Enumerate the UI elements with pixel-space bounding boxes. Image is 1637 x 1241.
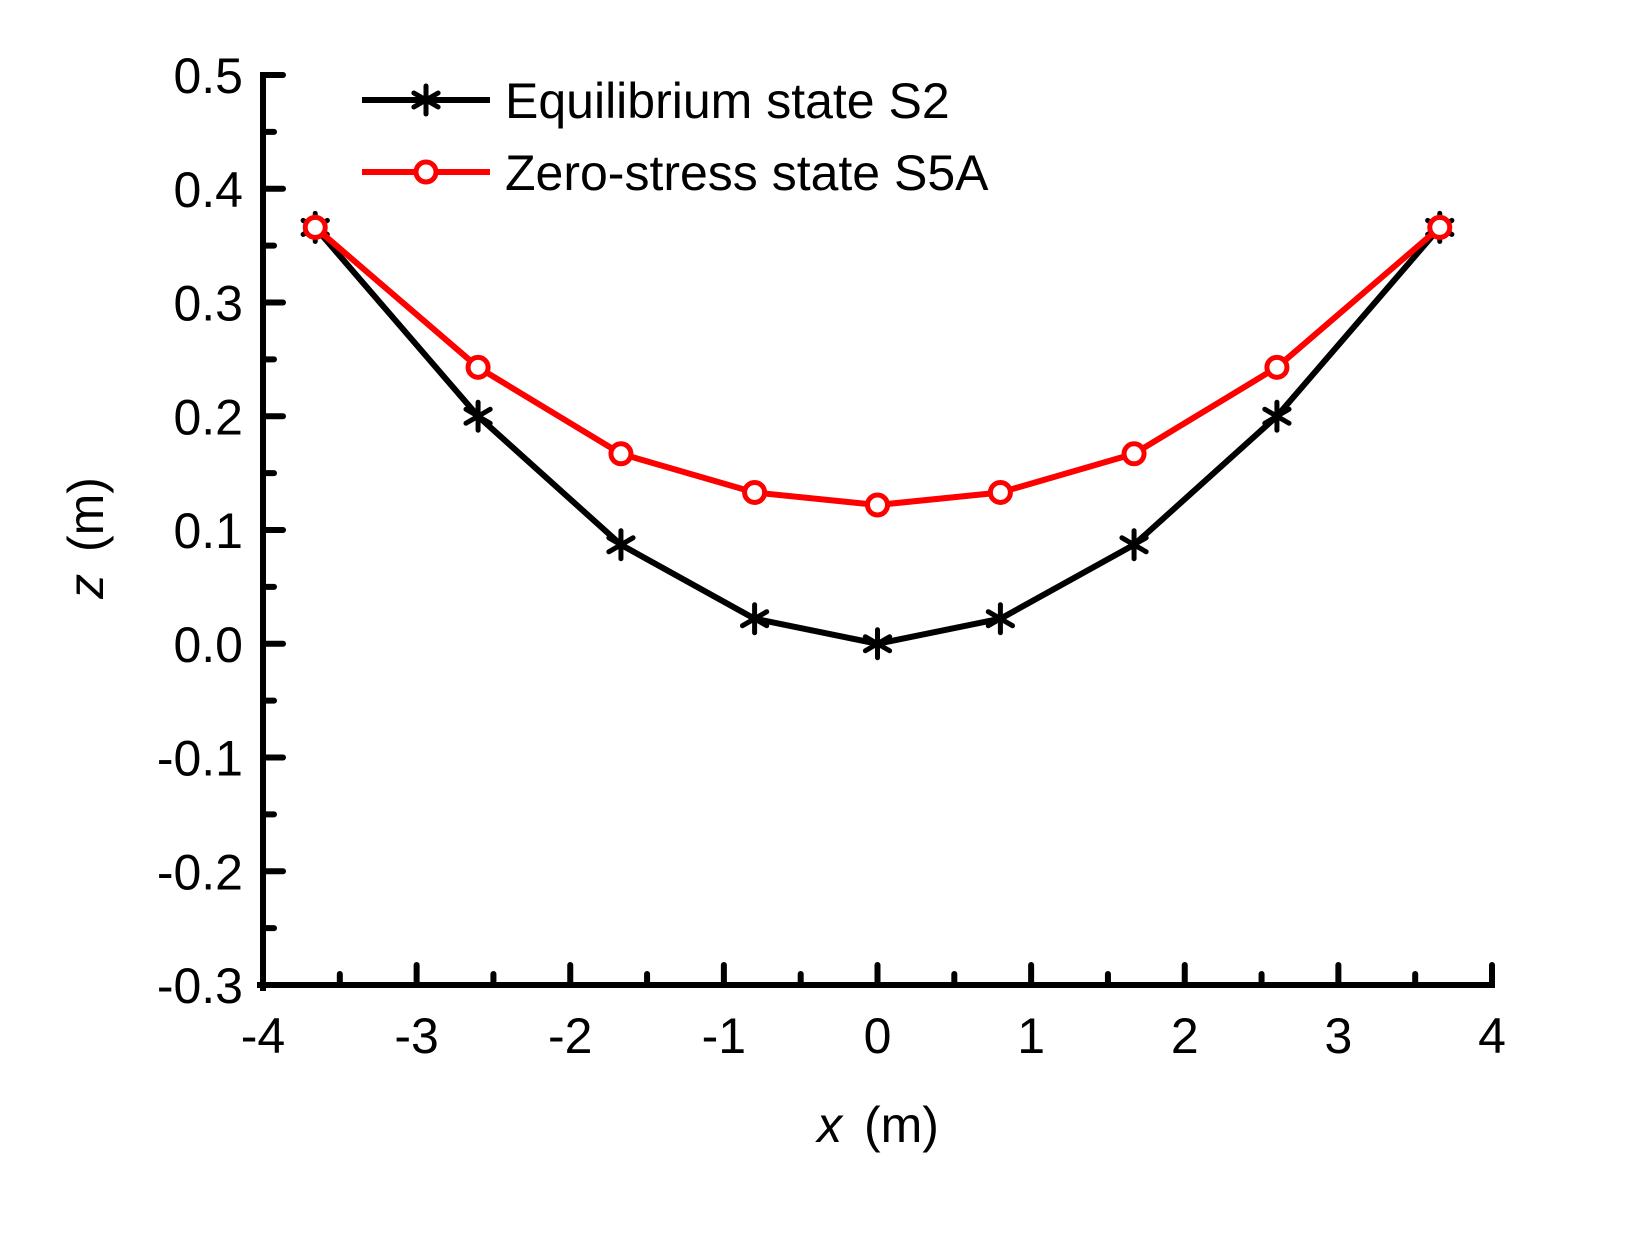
- data-point-circle: [742, 479, 768, 505]
- y-tick-label: -0.2: [157, 844, 243, 900]
- y-tick-label: -0.3: [157, 958, 243, 1014]
- y-tick-label: 0.4: [173, 162, 243, 218]
- data-point-circle: [865, 492, 890, 518]
- y-axis-var: z: [58, 574, 114, 600]
- svg-text:x (m): x (m): [815, 1097, 939, 1153]
- legend: Equilibrium state S2 Zero-stress state S…: [362, 73, 989, 201]
- data-point-asterisk: [606, 528, 636, 562]
- x-tick-label: -2: [548, 1008, 592, 1064]
- legend-marker-asterisk-icon: [411, 83, 441, 117]
- y-tick-label: 0.3: [173, 276, 243, 332]
- y-axis-unit: (m): [58, 477, 114, 552]
- x-axis-unit: (m): [864, 1097, 939, 1153]
- series-layer: [300, 210, 1455, 661]
- y-axis-title: z (m): [58, 477, 114, 600]
- data-point-circle: [1264, 354, 1290, 380]
- series-equilibrium: [300, 210, 1455, 661]
- axes: -0.3 -0.2 -0.1 0.0 0.1 0.2 0.3 0.4 0.5 -4 -3 -2 -1 0 1…: [157, 48, 1506, 1064]
- x-tick-label: -3: [394, 1008, 438, 1064]
- data-point-asterisk: [739, 602, 770, 636]
- x-axis-title: x (m): [815, 1097, 939, 1153]
- x-tick-label: -1: [702, 1008, 746, 1064]
- data-point-asterisk: [985, 602, 1016, 636]
- legend-item-equilibrium: Equilibrium state S2: [362, 73, 950, 129]
- x-tick-label: 3: [1324, 1008, 1352, 1064]
- x-axis-var: x: [815, 1097, 844, 1153]
- data-point-circle: [1427, 214, 1453, 240]
- data-point-asterisk: [1119, 528, 1149, 562]
- x-tick-label: -4: [241, 1008, 285, 1064]
- legend-item-zero-stress: Zero-stress state S5A: [362, 145, 989, 201]
- data-point-circle: [1121, 441, 1147, 467]
- data-point-asterisk: [1262, 399, 1292, 433]
- x-tick-label: 0: [864, 1008, 892, 1064]
- legend-label-equilibrium: Equilibrium state S2: [505, 73, 950, 129]
- series-zero-stress: [302, 214, 1453, 518]
- series-line: [312, 225, 1443, 647]
- y-tick-label: 0.1: [173, 503, 243, 559]
- data-point-circle: [608, 441, 634, 467]
- y-tick-label: 0.0: [173, 617, 243, 673]
- data-point-asterisk: [463, 399, 493, 433]
- data-point-asterisk: [862, 627, 893, 661]
- x-tick-label: 1: [1017, 1008, 1045, 1064]
- y-tick-label: 0.2: [173, 389, 243, 445]
- data-point-circle: [987, 479, 1013, 505]
- x-tick-label: 2: [1171, 1008, 1199, 1064]
- y-tick-label: -0.1: [157, 731, 243, 787]
- legend-asterisk: [411, 83, 441, 117]
- y-tick-label: 0.5: [173, 48, 243, 104]
- legend-label-zero-stress: Zero-stress state S5A: [505, 145, 989, 201]
- legend-circle: [413, 159, 439, 185]
- data-point-circle: [465, 354, 491, 380]
- svg-text:z (m): z (m): [58, 477, 114, 600]
- data-point-circle: [302, 214, 328, 240]
- legend-marker-circle-icon: [413, 159, 439, 185]
- x-tick-label: 4: [1478, 1008, 1506, 1064]
